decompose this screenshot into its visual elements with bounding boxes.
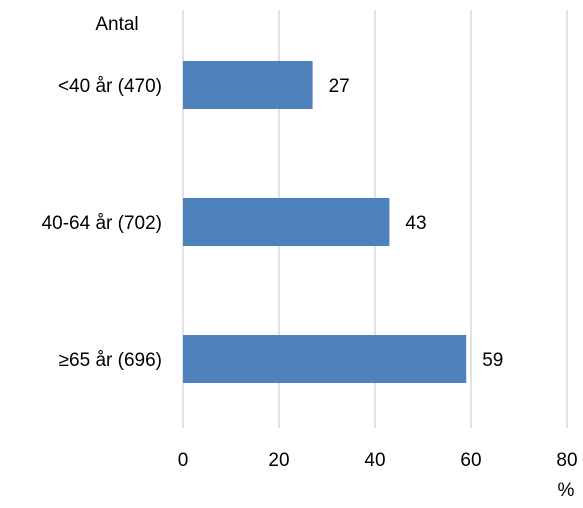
x-tick-label-40: 40 [364, 450, 385, 471]
x-tick-label-20: 20 [268, 450, 289, 471]
bar-2 [183, 198, 390, 246]
labels: Antal % 0 20 40 60 80 <40 år (470) 27 40-64 år … [42, 14, 578, 501]
x-tick-label-0: 0 [178, 450, 189, 471]
x-axis-label: % [558, 480, 575, 501]
category-label-3: ≥65 år (696) [59, 350, 162, 371]
data-label-3: 59 [482, 350, 503, 371]
x-tick-label-60: 60 [460, 450, 481, 471]
bar-3 [183, 335, 467, 383]
bars [183, 61, 467, 383]
x-tick-label-80: 80 [556, 450, 577, 471]
data-label-1: 27 [329, 76, 350, 97]
category-label-1: <40 år (470) [58, 76, 162, 97]
data-label-2: 43 [405, 213, 426, 234]
category-label-2: 40-64 år (702) [42, 213, 162, 234]
bar-1 [183, 61, 313, 109]
category-axis-header: Antal [95, 14, 138, 35]
